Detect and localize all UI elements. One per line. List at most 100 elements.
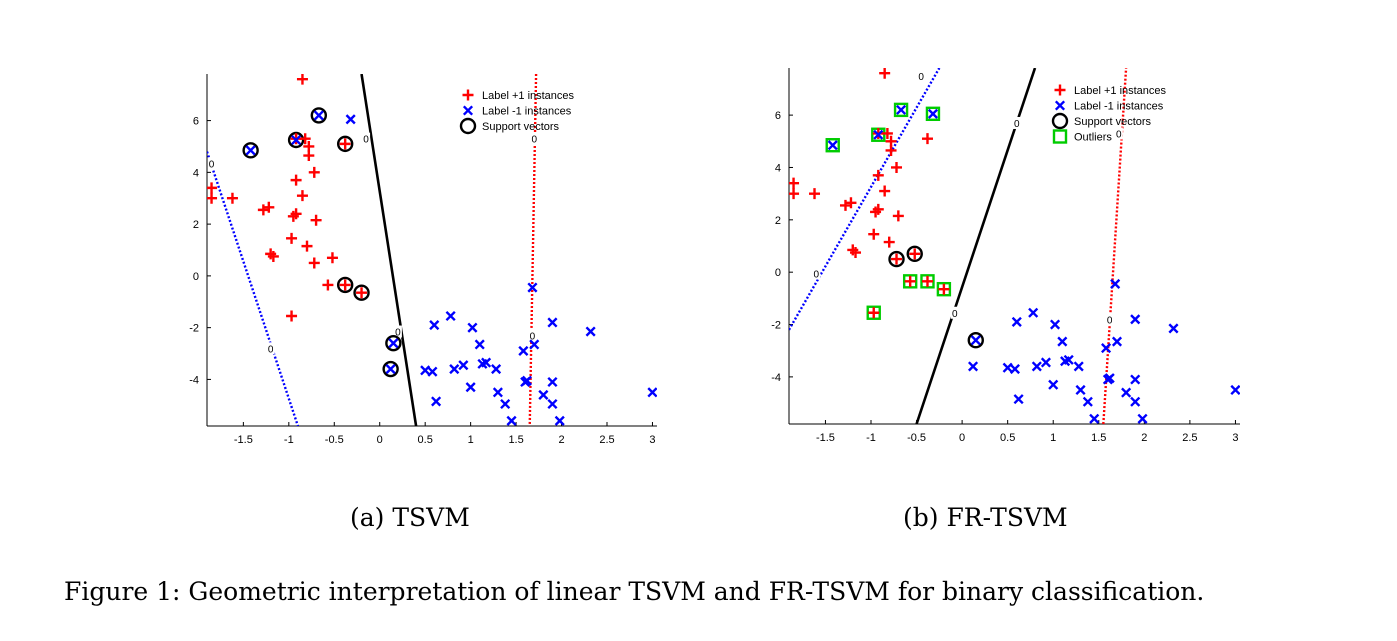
y-tick-label: 2	[193, 219, 199, 231]
legend-label: Label +1 instances	[482, 90, 575, 102]
series-outliers	[825, 102, 952, 320]
circle-point	[287, 131, 305, 149]
x-tick-label: -0.5	[325, 434, 344, 446]
x-point	[467, 322, 478, 333]
contour-label-bg	[207, 157, 216, 170]
legend-marker	[1052, 129, 1068, 144]
y-tick-label: 6	[193, 116, 199, 128]
x-point	[1130, 396, 1141, 407]
square-point	[902, 274, 918, 289]
plus-point	[267, 250, 279, 262]
x-point	[449, 364, 460, 375]
x-tick-label: -1.5	[816, 432, 835, 444]
x-point	[896, 104, 907, 115]
x-point	[481, 357, 492, 368]
x-point	[1040, 357, 1051, 368]
contour-label: 0	[1014, 119, 1020, 130]
x-point	[827, 140, 838, 151]
plus-point	[326, 252, 338, 264]
x-point	[345, 114, 356, 125]
plus-point	[909, 248, 921, 260]
x-point	[967, 361, 979, 372]
x-point	[1011, 316, 1022, 327]
y-tick-label: -4	[771, 372, 781, 384]
contour-label-bg	[1105, 313, 1114, 326]
y-tick-label: 4	[775, 162, 781, 174]
plus-point	[286, 310, 298, 322]
circle-point	[888, 250, 905, 268]
contour-label-bg	[1012, 116, 1021, 129]
plus-point	[891, 161, 903, 173]
y-tick-label: 0	[775, 267, 781, 279]
label--1-hyperplane	[1102, 68, 1128, 424]
x-point	[1073, 361, 1084, 372]
x-point	[1031, 361, 1042, 372]
x-point	[431, 396, 442, 407]
x-point	[1082, 396, 1093, 407]
x-point	[1230, 384, 1240, 396]
contour-label-bg	[266, 342, 275, 355]
y-tick-label: 4	[193, 167, 199, 179]
contour-label: 0	[952, 309, 958, 320]
plus-point	[891, 253, 903, 265]
circle-point	[906, 245, 923, 263]
x-point	[445, 310, 456, 322]
x-point	[1130, 314, 1141, 325]
label-+1-hyperplane	[789, 68, 941, 331]
contour-label-bg	[917, 69, 926, 82]
x-point	[1111, 336, 1123, 347]
legend-marker	[1054, 84, 1066, 96]
label-+1-hyperplane	[207, 151, 300, 426]
circle-point	[242, 142, 259, 159]
legend: Label +1 instances Label -1 instances Supp…	[459, 89, 575, 135]
series-label--1-instances	[245, 110, 657, 426]
contour-label: 0	[814, 269, 820, 280]
legend-marker	[459, 117, 477, 135]
legend-label: Label +1 instances	[1074, 85, 1167, 97]
contour-label-bg	[950, 306, 959, 319]
legend: Label +1 instances Label -1 instances Supp…	[1051, 84, 1167, 144]
plus-point	[885, 144, 897, 156]
x-point	[1168, 323, 1179, 334]
plus-point	[892, 210, 904, 222]
x-point	[1009, 363, 1021, 375]
legend-label: Support vectors	[1074, 116, 1152, 128]
x-point	[1048, 379, 1059, 390]
subcaption-a: (a) TSVM	[350, 503, 470, 532]
legend-label: Label -1 instances	[1074, 101, 1164, 113]
x-point	[585, 326, 596, 337]
x-tick-label: 0.5	[418, 434, 433, 446]
plus-point	[257, 204, 269, 216]
x-tick-label: 3	[1232, 432, 1238, 444]
circle-point	[353, 284, 370, 301]
plus-point	[809, 188, 821, 200]
plus-point	[310, 214, 322, 226]
y-tick-label: 0	[193, 271, 199, 283]
x-point	[385, 364, 396, 375]
series-support-vectors	[888, 245, 984, 349]
plus-point	[226, 192, 238, 204]
x-point	[873, 129, 884, 140]
square-point	[893, 102, 909, 118]
x-point	[474, 339, 485, 350]
legend-marker	[1051, 112, 1069, 130]
plus-point	[207, 182, 218, 194]
contour-label: 0	[363, 135, 369, 146]
x-tick-label: -1.5	[234, 434, 253, 446]
plus-point	[789, 177, 800, 189]
x-point	[1063, 354, 1074, 365]
plus-point	[904, 275, 916, 287]
contour-label: 0	[918, 72, 924, 83]
x-point	[1089, 413, 1100, 424]
plus-point	[883, 236, 895, 248]
square-point	[825, 138, 840, 153]
x-point	[1002, 362, 1013, 373]
x-tick-label: 1	[1050, 432, 1056, 444]
x-point	[465, 382, 476, 393]
plus-point	[938, 283, 950, 295]
x-point	[313, 110, 324, 121]
x-tick-label: 0.5	[1000, 432, 1015, 444]
plus-point	[872, 169, 884, 181]
x-point	[1101, 343, 1112, 354]
